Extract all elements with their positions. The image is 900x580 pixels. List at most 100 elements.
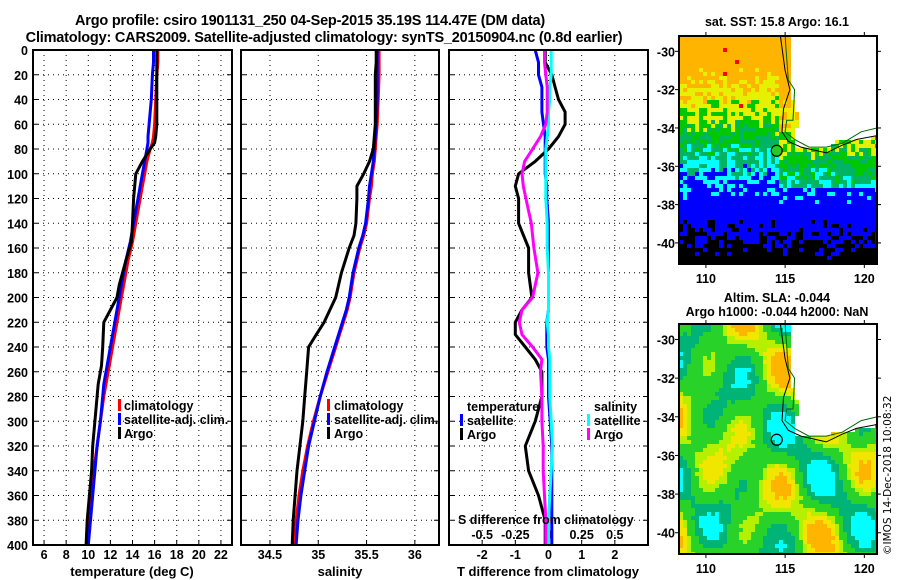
map-cell [719, 544, 723, 548]
map-cell [703, 416, 707, 420]
map-cell [731, 484, 735, 488]
map-cell [823, 536, 827, 540]
map-cell [731, 540, 735, 544]
map-cell [699, 92, 703, 96]
map-cell [735, 132, 739, 136]
map-cell [679, 88, 683, 92]
map-cell [711, 432, 715, 436]
map-cell [855, 236, 859, 240]
map-cell [687, 244, 691, 248]
map-cell [767, 220, 771, 224]
map-cell [683, 236, 687, 240]
map-cell [715, 260, 719, 264]
map-cell [743, 328, 747, 332]
map-cell [843, 188, 847, 192]
map-cell [735, 544, 739, 548]
map-cell [683, 244, 687, 248]
map-cell [739, 352, 743, 356]
map-cell [707, 508, 711, 512]
map-cell [739, 96, 743, 100]
map-cell [679, 120, 683, 124]
map-cell [771, 428, 775, 432]
map-cell [755, 476, 759, 480]
map-cell [835, 480, 839, 484]
map-cell [771, 520, 775, 524]
map-cell [743, 204, 747, 208]
map-cell [819, 436, 823, 440]
map-cell [807, 484, 811, 488]
map-cell [743, 60, 747, 64]
map-cell [703, 228, 707, 232]
map-cell [831, 232, 835, 236]
map-cell [719, 188, 723, 192]
map-cell [775, 444, 779, 448]
map-cell [823, 540, 827, 544]
map-cell [755, 512, 759, 516]
map-cell [763, 392, 767, 396]
map-cell [819, 248, 823, 252]
map-cell [815, 516, 819, 520]
map-cell [839, 536, 843, 540]
map-cell [751, 432, 755, 436]
map-cell [719, 344, 723, 348]
map-cell [787, 528, 791, 532]
map-cell [819, 540, 823, 544]
map-cell [703, 80, 707, 84]
map-cell [679, 404, 683, 408]
map-cell [735, 216, 739, 220]
legend-label-climatology: climatology [124, 399, 194, 413]
map-cell [783, 116, 787, 120]
map-cell [783, 348, 787, 352]
map-cell [695, 48, 699, 52]
map-cell [859, 548, 863, 552]
map-cell [839, 508, 843, 512]
map-cell [795, 480, 799, 484]
map-cell [759, 160, 763, 164]
map-cell [695, 128, 699, 132]
map-cell [787, 204, 791, 208]
map-cell [755, 484, 759, 488]
map-cell [719, 532, 723, 536]
map-cell [775, 200, 779, 204]
map-cell [735, 532, 739, 536]
map-cell [735, 468, 739, 472]
map-cell [803, 520, 807, 524]
map-cell [719, 160, 723, 164]
map-cell [819, 444, 823, 448]
map-cell [747, 132, 751, 136]
map-cell [855, 468, 859, 472]
map-cell [755, 376, 759, 380]
map-cell [795, 200, 799, 204]
map-cell [823, 240, 827, 244]
map-cell [703, 524, 707, 528]
map-cell [823, 488, 827, 492]
map-cell [763, 420, 767, 424]
map-cell [763, 112, 767, 116]
map-cell [683, 388, 687, 392]
map-cell [715, 80, 719, 84]
map-cell [747, 392, 751, 396]
map-cell [759, 516, 763, 520]
map-cell [691, 260, 695, 264]
map-cell [819, 200, 823, 204]
map-cell [771, 392, 775, 396]
map-cell [699, 380, 703, 384]
map-cell [751, 116, 755, 120]
map-cell [807, 168, 811, 172]
map-cell [735, 88, 739, 92]
map-cell [799, 256, 803, 260]
map-cell [831, 540, 835, 544]
map-cell [699, 400, 703, 404]
map-cell [727, 80, 731, 84]
tick-label-depth: 260 [7, 366, 28, 380]
map-cell [735, 540, 739, 544]
map-cell [783, 184, 787, 188]
map-cell [775, 476, 779, 480]
map-cell [755, 380, 759, 384]
map-cell [723, 168, 727, 172]
map-cell [739, 72, 743, 76]
map-cell [767, 48, 771, 52]
map-cell [683, 384, 687, 388]
map-cell [831, 256, 835, 260]
map-cell [687, 260, 691, 264]
